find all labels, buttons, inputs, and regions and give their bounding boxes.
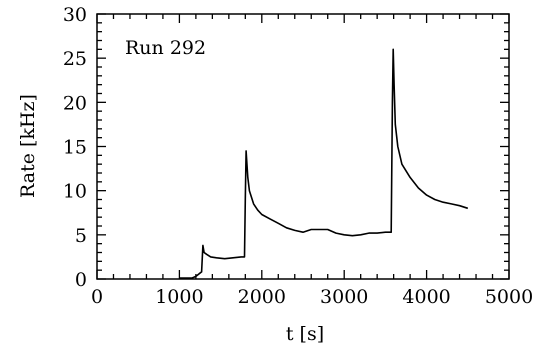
x-tick-label: 4000 xyxy=(402,286,450,308)
x-tick-label: 3000 xyxy=(320,286,368,308)
x-tick-label: 2000 xyxy=(238,286,286,308)
y-tick-label: 10 xyxy=(63,181,87,203)
y-tick-label: 15 xyxy=(63,137,87,159)
y-tick-label: 25 xyxy=(63,48,87,70)
tick-labels: 0 1000 2000 3000 4000 5000 0 5 10 15 20 25 30 xyxy=(63,4,533,308)
y-axis-title: Rate [kHz] xyxy=(17,94,39,198)
series-line-rate xyxy=(179,48,469,279)
x-tick-label: 1000 xyxy=(155,286,203,308)
y-tick-label: 0 xyxy=(75,269,87,291)
y-tick-label: 30 xyxy=(63,4,87,26)
run-annotation: Run 292 xyxy=(125,37,206,59)
x-axis-title: t [s] xyxy=(286,323,324,345)
x-tick-label: 5000 xyxy=(485,286,533,308)
y-tick-label: 5 xyxy=(75,225,87,247)
y-tick-label: 20 xyxy=(63,92,87,114)
ticks xyxy=(96,13,510,280)
x-tick-label: 0 xyxy=(91,286,103,308)
